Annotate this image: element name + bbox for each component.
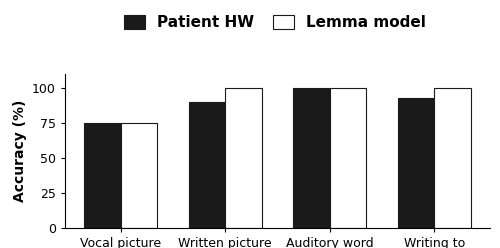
Bar [398, 98, 434, 228]
Bar [84, 123, 121, 228]
Bar [226, 88, 262, 228]
Bar [434, 88, 470, 228]
Bar [293, 88, 330, 228]
Legend: Patient HW, Lemma model: Patient HW, Lemma model [119, 10, 431, 35]
Bar [121, 123, 158, 228]
Bar [330, 88, 366, 228]
Bar [188, 102, 226, 228]
Y-axis label: Accuracy (%): Accuracy (%) [12, 100, 26, 202]
